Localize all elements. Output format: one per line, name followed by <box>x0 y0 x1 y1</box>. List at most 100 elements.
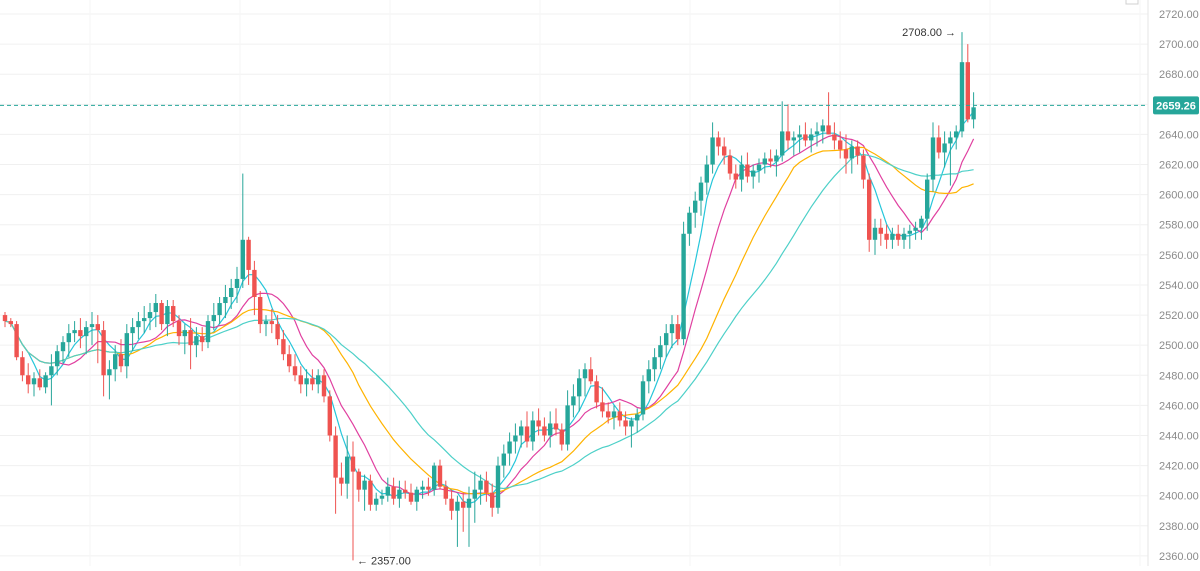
candle-body <box>756 164 762 171</box>
candle <box>809 128 814 153</box>
candle-body <box>339 477 344 484</box>
candle <box>594 375 599 409</box>
y-tick-label: 2620.00 <box>1159 160 1199 172</box>
candle <box>113 345 118 382</box>
candle-body <box>176 321 182 337</box>
candle-body <box>484 480 489 493</box>
candle-body <box>8 321 13 325</box>
candle-body <box>432 465 437 490</box>
y-tick-label: 2380.00 <box>1159 521 1199 533</box>
candle <box>681 221 686 346</box>
candle <box>205 315 211 349</box>
candle-body <box>780 131 785 156</box>
candle-body <box>78 330 83 337</box>
candle-body <box>66 333 71 343</box>
candle <box>60 336 66 364</box>
candle-body <box>687 212 692 234</box>
candle <box>490 483 495 517</box>
candle <box>414 486 419 511</box>
candle-body <box>971 107 976 120</box>
candle-body <box>118 354 124 367</box>
candle <box>919 215 924 240</box>
candle-body <box>304 378 309 385</box>
candle-body <box>43 375 48 388</box>
candle <box>774 149 779 177</box>
candle-body <box>333 435 338 478</box>
candle-body <box>820 125 825 132</box>
candle-body <box>751 170 756 177</box>
candle <box>872 218 878 255</box>
y-tick-label: 2460.00 <box>1159 400 1199 412</box>
candle <box>652 348 657 382</box>
candle-body <box>246 239 251 270</box>
candle <box>884 224 889 249</box>
candle-body <box>408 492 414 502</box>
candle-body <box>461 501 466 508</box>
candle-body <box>217 303 222 316</box>
y-tick-label: 2520.00 <box>1159 310 1199 322</box>
y-tick-label: 2640.00 <box>1159 129 1199 141</box>
low-annotation-label: ← 2357.00 <box>357 555 411 566</box>
candle <box>350 441 356 561</box>
candle <box>501 444 506 478</box>
candle <box>455 495 460 547</box>
candle-body <box>791 137 796 141</box>
candle-body <box>838 140 843 150</box>
candle <box>785 104 791 150</box>
candle <box>466 486 472 547</box>
candle-body <box>26 375 31 385</box>
candle-body <box>611 411 617 418</box>
candle <box>275 315 280 346</box>
candle <box>617 402 622 427</box>
candle-body <box>565 405 570 445</box>
y-tick-label: 2480.00 <box>1159 370 1199 382</box>
candle-body <box>275 324 280 340</box>
candle-body <box>200 336 205 343</box>
candle <box>791 131 796 156</box>
candle <box>838 131 843 159</box>
candle <box>223 284 228 319</box>
y-tick-label: 2500.00 <box>1159 340 1199 352</box>
candle-body <box>832 134 837 141</box>
candle-body <box>942 143 947 153</box>
candle-body <box>907 230 912 234</box>
candle-body <box>745 164 750 177</box>
candle-body <box>855 146 860 156</box>
candle-body <box>774 155 779 162</box>
candle-body <box>269 321 274 325</box>
candle <box>176 315 182 346</box>
candle-body <box>397 489 402 499</box>
candle-body <box>814 131 820 135</box>
candle-body <box>884 233 889 240</box>
current-price-badge <box>1153 96 1199 115</box>
candle <box>339 462 344 496</box>
candle-body <box>681 233 686 340</box>
candle-body <box>530 420 535 442</box>
candle-body <box>913 227 918 231</box>
candle-body <box>490 492 495 508</box>
candle <box>542 417 547 442</box>
candle <box>2 312 8 328</box>
candle <box>14 321 19 361</box>
candle-body <box>316 375 321 385</box>
candle <box>704 155 709 195</box>
candle <box>629 417 634 448</box>
candle <box>588 357 593 385</box>
y-tick-label: 2700.00 <box>1159 39 1199 51</box>
candle-body <box>426 486 431 490</box>
candle <box>664 324 669 358</box>
low-annotation: ← 2357.00 <box>357 555 411 567</box>
candle <box>530 411 535 451</box>
candle-body <box>368 480 373 505</box>
candle-body <box>762 158 767 165</box>
candle-body <box>211 315 216 322</box>
candle-body <box>548 423 553 436</box>
candle-body <box>205 321 211 343</box>
candle-body <box>664 333 669 346</box>
candle-body <box>849 146 854 159</box>
candle-body <box>861 155 866 180</box>
y-tick-label: 2720.00 <box>1159 9 1199 21</box>
candle-body <box>890 233 895 240</box>
